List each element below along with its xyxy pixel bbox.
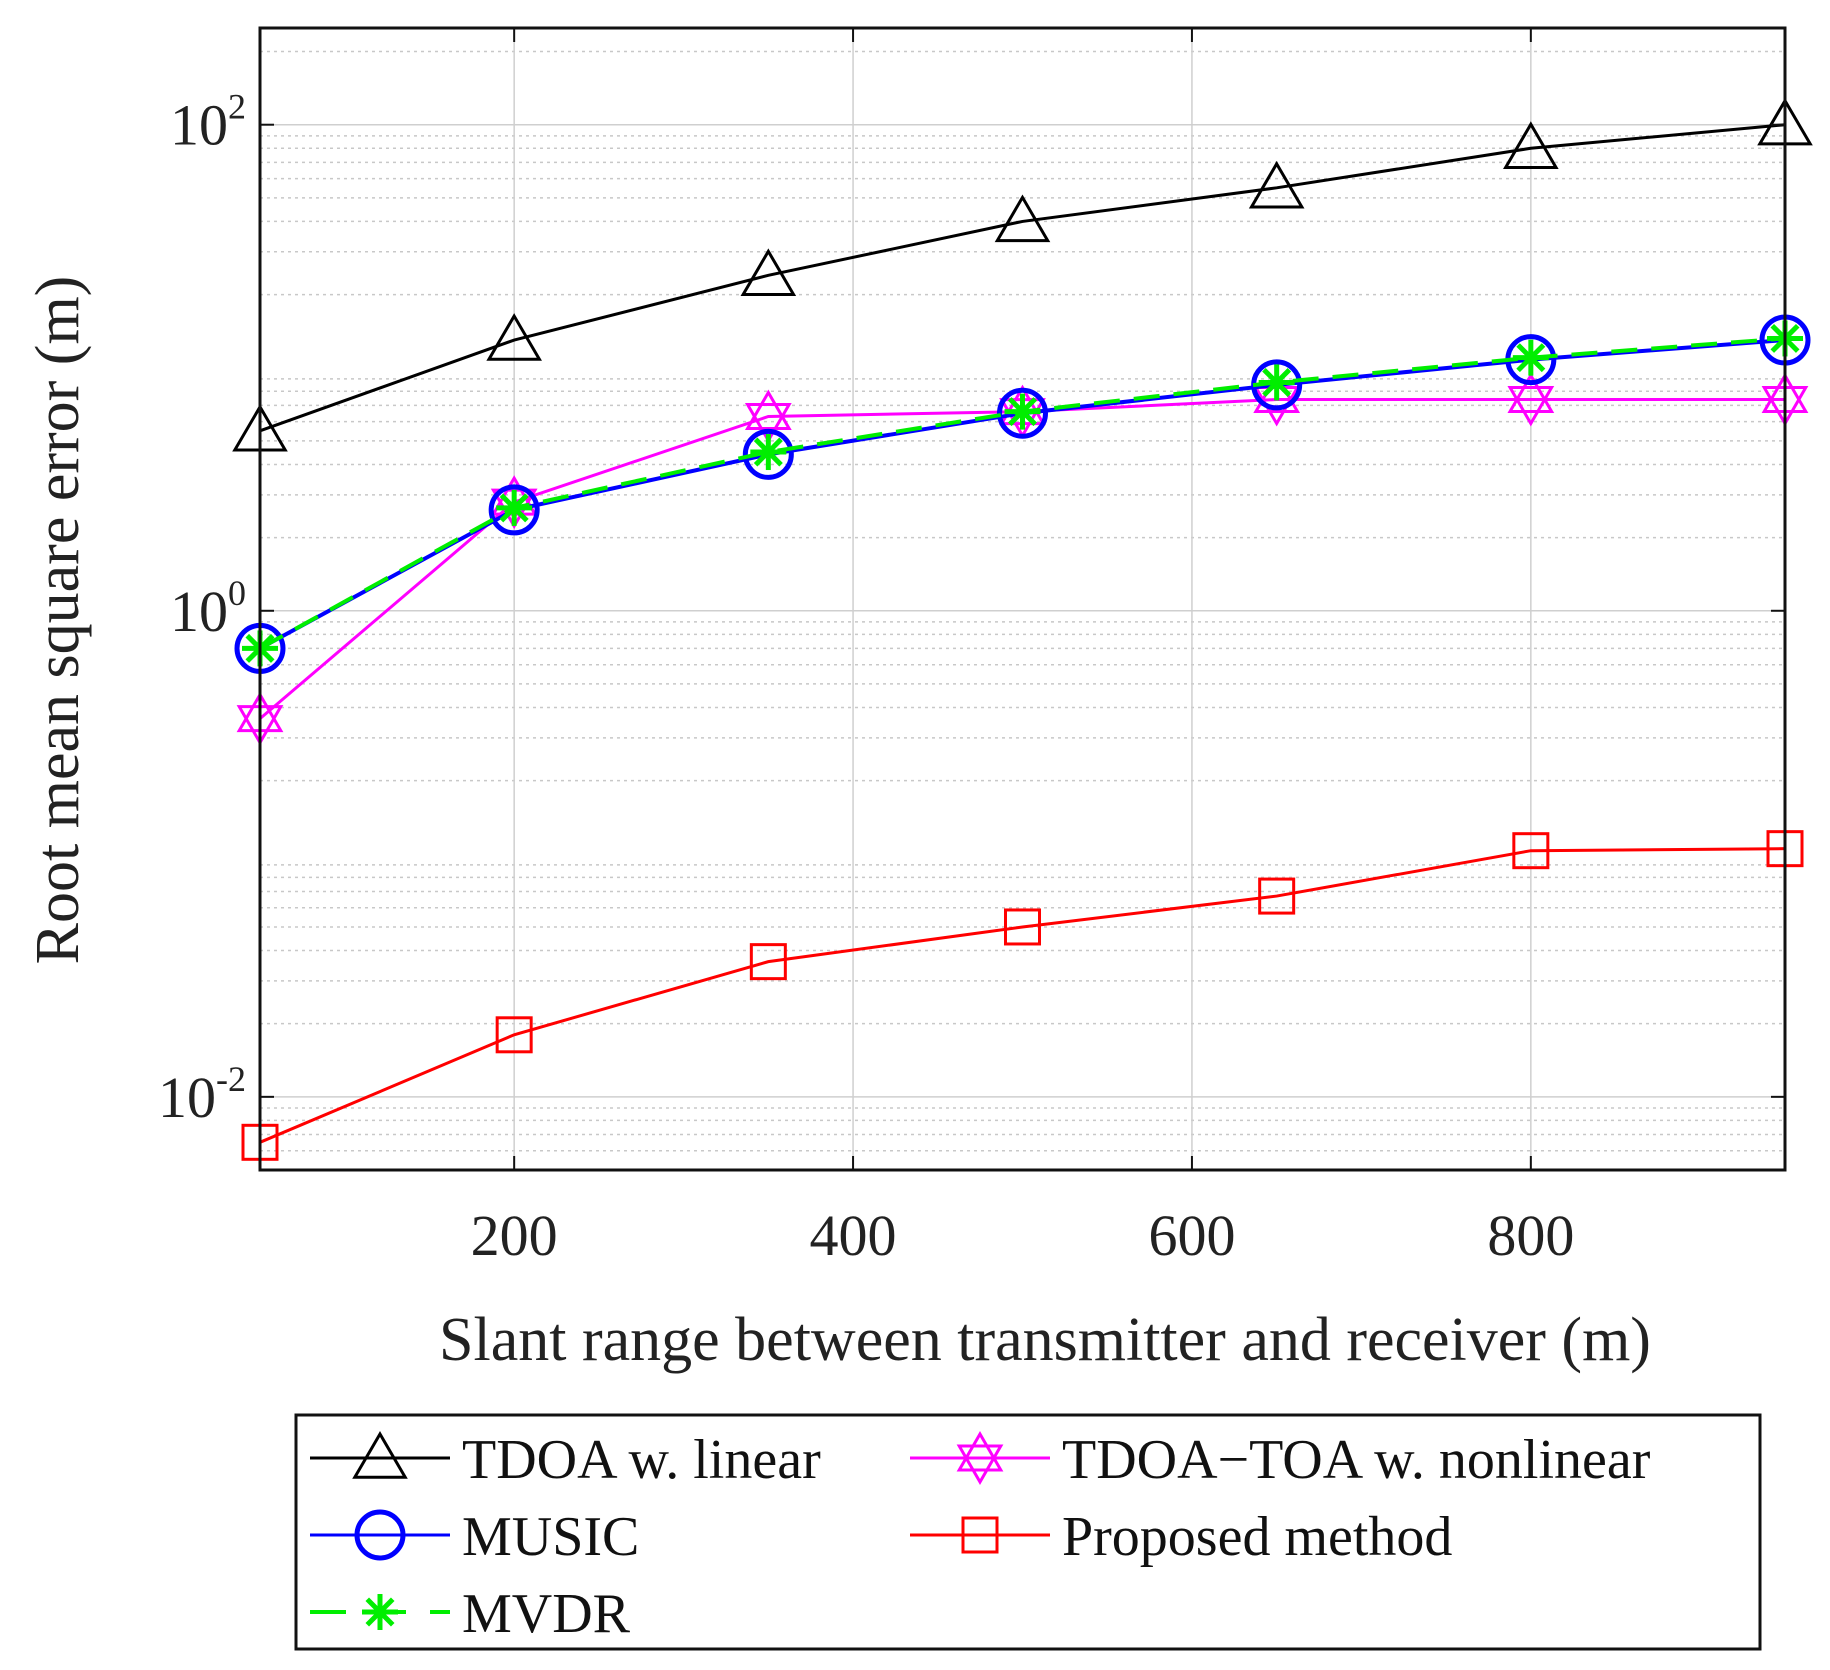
hexagram-up <box>744 389 792 431</box>
series-group <box>232 97 1813 1161</box>
data-point <box>749 943 787 981</box>
hexagram-down <box>1507 386 1555 427</box>
legend-label: MUSIC <box>462 1506 639 1568</box>
y-axis-title: Root mean square error (m) <box>24 276 92 965</box>
legend-item-mvdr: MVDR <box>310 1583 631 1645</box>
data-point <box>744 389 792 444</box>
data-point <box>750 434 787 471</box>
legend-item-proposed-method: Proposed method <box>910 1506 1452 1568</box>
data-point <box>994 194 1051 243</box>
data-point <box>496 489 533 526</box>
legend-box <box>294 1413 1762 1651</box>
y-tick-label: 10-2 <box>158 1059 246 1130</box>
legend-marker <box>362 1594 398 1630</box>
hexagram-up <box>956 1430 1004 1472</box>
data-point <box>1512 832 1550 870</box>
series-line <box>259 398 1785 720</box>
data-point <box>1004 393 1041 430</box>
legend-item-tdoa-toa-w-nonlinear: TDOA−TOA w. nonlinear <box>910 1429 1651 1491</box>
legend-label: Proposed method <box>1062 1506 1452 1568</box>
series-proposed-method <box>241 830 1804 1161</box>
data-point <box>1004 908 1041 946</box>
hexagram-down <box>744 403 792 444</box>
legend-item-tdoa-w-linear: TDOA w. linear <box>310 1429 821 1491</box>
series-mvdr <box>242 320 1803 667</box>
legend-marker <box>352 1431 408 1479</box>
legend-item-music: MUSIC <box>310 1506 639 1568</box>
data-point <box>495 1016 533 1054</box>
data-point <box>1512 339 1549 376</box>
asterisk-stroke <box>753 437 783 467</box>
x-tick-label: 800 <box>1487 1203 1574 1268</box>
y-tick-label: 102 <box>170 87 246 158</box>
x-tick-label: 600 <box>1148 1203 1235 1268</box>
x-tick-label: 200 <box>471 1203 558 1268</box>
data-point <box>1258 364 1295 401</box>
y-tick-label: 100 <box>170 573 246 644</box>
asterisk-stroke <box>1262 367 1292 397</box>
series-line <box>259 123 1786 433</box>
asterisk-stroke <box>365 1597 395 1627</box>
data-point <box>1507 372 1555 427</box>
hexagram-down <box>956 1444 1004 1486</box>
legend-marker <box>956 1430 1004 1486</box>
hexagram-up <box>1507 372 1555 414</box>
plot-frame <box>258 26 1787 1172</box>
tick-labels: 200 400 600 800 10-2 100 102 <box>158 28 1785 1268</box>
asterisk-stroke <box>1008 397 1037 427</box>
asterisk-stroke <box>1516 343 1546 373</box>
data-point <box>997 387 1048 439</box>
legend-label: TDOA−TOA w. nonlinear <box>1062 1429 1651 1491</box>
grid <box>260 28 1785 1170</box>
legend: TDOA w. linear MUSIC MVDR TDOA−TOA w. nonli… <box>294 1413 1762 1651</box>
legend-label: TDOA w. linear <box>462 1429 821 1491</box>
data-point <box>488 484 540 536</box>
series-tdoa-w-linear <box>232 97 1813 452</box>
series-tdoa-toa-w-nonlinear <box>236 372 1809 746</box>
x-tick-label: 400 <box>810 1203 897 1268</box>
data-point <box>1503 121 1559 169</box>
legend-marker <box>961 1516 999 1554</box>
legend-marker <box>354 1509 406 1561</box>
data-point <box>742 428 794 480</box>
data-point <box>1248 160 1305 209</box>
series-line <box>259 847 1786 1144</box>
data-point <box>1258 877 1296 915</box>
asterisk-stroke <box>499 493 529 523</box>
legend-label: MVDR <box>462 1583 631 1645</box>
x-axis-title: Slant range between transmitter and rece… <box>439 1306 1651 1374</box>
data-point <box>486 313 542 361</box>
data-point <box>740 248 797 297</box>
